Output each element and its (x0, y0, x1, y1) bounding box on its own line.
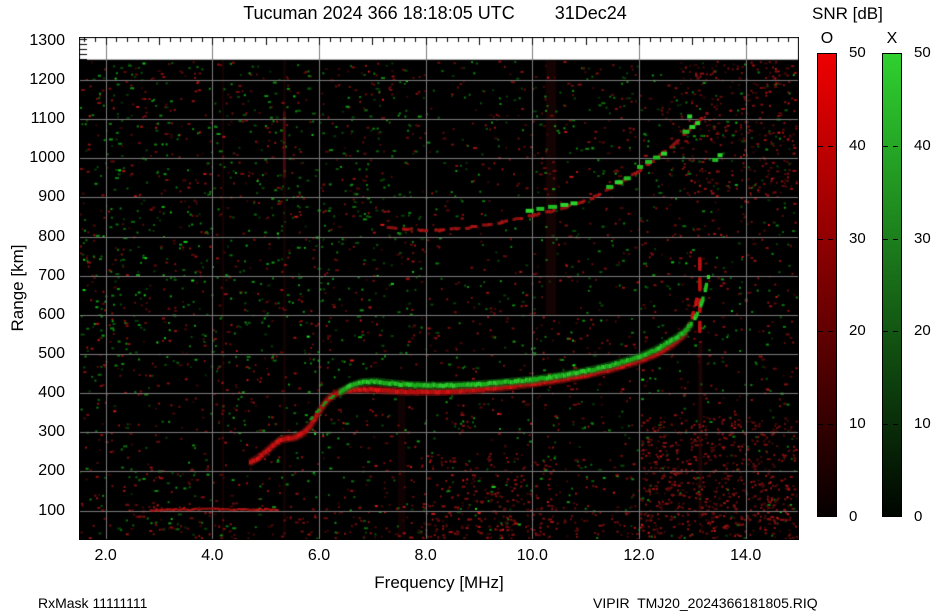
colorbar-tick-label: 40 (849, 136, 866, 154)
y-tick-label: 1300 (29, 31, 65, 49)
colorbar-tick-label: 30 (849, 229, 866, 247)
y-tick-label: 700 (38, 266, 65, 284)
x-tick-label: 4.0 (201, 547, 224, 564)
colorbar-tick-label: 50 (849, 44, 866, 61)
colorbar-tick-dash (883, 331, 901, 333)
colorbar-tick-dash (883, 238, 901, 240)
legend-o-label: O (820, 30, 834, 47)
colorbar-tick-label: 40 (914, 136, 931, 154)
x-axis-label: Frequency [MHz] (374, 573, 504, 592)
colorbar-tick-label: 20 (914, 322, 931, 340)
colorbar-tick-label: 30 (914, 229, 931, 247)
x-tick-label: 8.0 (414, 547, 437, 564)
y-tick-label: 100 (38, 501, 65, 519)
filename-text: VIPIR TMJ20_2024366181805.RIQ (593, 595, 818, 611)
colorbar-tick-dash (883, 424, 901, 426)
y-axis-label: Range [km] (8, 244, 27, 332)
colorbar-tick-label: 10 (914, 415, 931, 433)
x-tick-label: 10.0 (516, 547, 548, 564)
y-tick-label: 200 (38, 462, 65, 480)
legend-x-label: X (886, 30, 898, 47)
colorbar-tick-label: 0 (849, 508, 858, 525)
x-tick-label: 6.0 (307, 547, 331, 564)
x-tick-label: 2.0 (94, 547, 117, 564)
ionogram-plot (79, 37, 799, 540)
colorbar-tick-dash (883, 145, 901, 147)
x-tick-label: 12.0 (623, 547, 655, 564)
colorbar-tick-dash (818, 331, 836, 333)
y-tick-label: 1000 (29, 149, 65, 167)
y-tick-label: 1200 (29, 71, 65, 89)
colorbar-tick-label: 0 (914, 508, 923, 525)
y-tick-label: 400 (38, 384, 65, 402)
y-tick-label: 300 (38, 423, 65, 441)
y-tick-label: 1100 (30, 110, 65, 128)
legend-title: SNR [dB] (812, 4, 883, 23)
y-tick-label: 900 (38, 188, 65, 206)
colorbar-o (817, 53, 837, 517)
colorbar-tick-label: 20 (849, 322, 866, 340)
colorbar-tick-label: 10 (849, 415, 866, 433)
x-tick-label: 14.0 (730, 547, 762, 564)
colorbar-tick-label: 50 (914, 44, 931, 61)
y-tick-label: 600 (38, 305, 65, 323)
plot-title: Tucuman 2024 366 18:18:05 UTC 31Dec24 (243, 3, 627, 23)
colorbar-tick-dash (818, 424, 836, 426)
colorbar-x (882, 53, 902, 517)
y-tick-label: 800 (38, 227, 65, 245)
colorbar-tick-dash (818, 238, 836, 240)
colorbar-tick-dash (818, 145, 836, 147)
rxmask-text: RxMask 11111111 (38, 595, 148, 611)
y-tick-label: 500 (38, 345, 65, 363)
